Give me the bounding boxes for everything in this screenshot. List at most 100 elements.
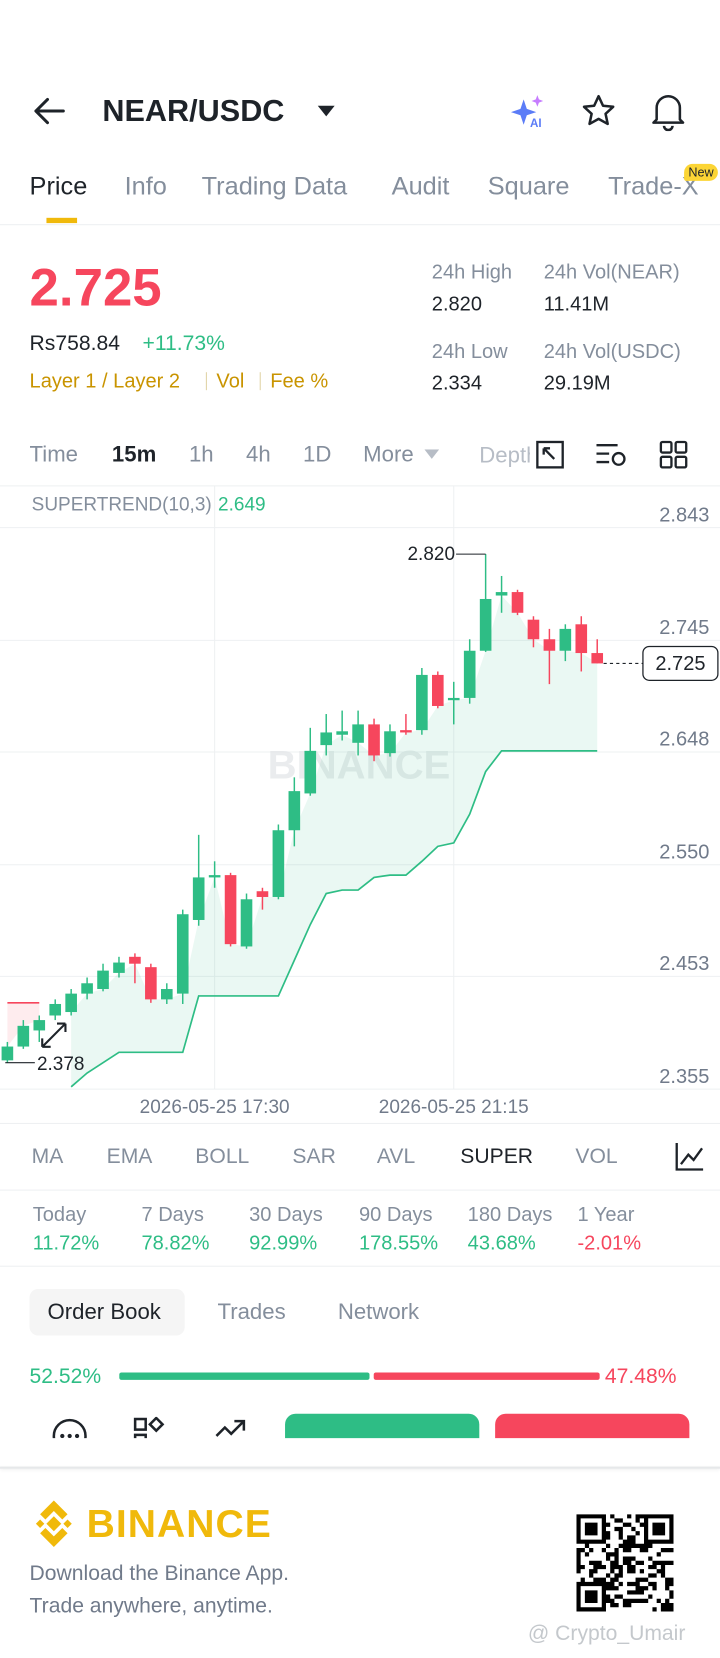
orderbook-tab[interactable]: Trades [217,1300,286,1325]
interval[interactable]: Time [29,442,79,467]
tab[interactable]: Audit [391,172,450,201]
interval[interactable]: More [363,442,414,467]
fiat-price: Rs758.84 [29,332,120,356]
pair-dropdown[interactable] [317,105,336,118]
layout-icon[interactable] [659,440,689,470]
back-button[interactable] [32,95,68,127]
ask-bar [373,1372,600,1380]
indicator-tab[interactable]: MA [31,1145,64,1169]
sell-button[interactable] [495,1413,690,1439]
favorite-button[interactable] [581,93,617,129]
period-change: 178.55% [358,1232,439,1255]
buy-button[interactable] [285,1413,480,1439]
candle-body [129,956,141,964]
share-icon[interactable] [213,1417,247,1438]
grid-icon[interactable] [133,1416,167,1439]
bid-bar [119,1372,370,1380]
last-price-label: 2.725 [655,653,705,675]
period-label: 180 Days [467,1203,553,1227]
qr-code [576,1514,674,1612]
divider [0,485,720,487]
candle-body [432,674,444,706]
candle-body [479,598,492,651]
candle-body [320,732,333,746]
divider [0,224,720,226]
indicator-tab[interactable]: SUPER [460,1145,534,1169]
candle-body [113,962,125,973]
candle-body [272,830,285,897]
tag[interactable]: Fee % [270,370,329,393]
ai-icon[interactable]: AI [509,93,547,131]
candle-body [224,875,237,945]
y-tick-label: 2.745 [659,617,709,639]
candle-body [17,1025,30,1047]
interval[interactable]: 15m [111,442,157,467]
y-tick-label: 2.648 [659,729,709,751]
tab[interactable]: Price [29,172,88,201]
indicator-tab[interactable]: BOLL [195,1145,250,1169]
supertrend-line [70,750,598,1088]
orderbook-tab[interactable]: Network [337,1300,420,1325]
candle-body [336,731,348,735]
period-change: 78.82% [141,1232,210,1255]
active-tab-bg [29,1288,185,1336]
indicator-tab[interactable]: SAR [292,1145,336,1169]
candle-body [400,730,412,733]
candle-body [575,624,588,654]
fullscreen-icon[interactable] [535,440,565,470]
indicator-value: 2.649 [218,494,266,515]
alert-button[interactable] [650,91,686,132]
candle-body [559,628,572,651]
tab-indicator [46,217,78,224]
candle-body [176,914,189,994]
period-label: 7 Days [141,1203,204,1227]
tag[interactable]: Vol [216,370,245,393]
candle-body [591,653,604,664]
tab[interactable]: Square [487,172,570,201]
stat-value: 2.334 [431,372,482,395]
divider [0,1265,720,1267]
interval[interactable]: 1D [302,442,332,467]
pair-title[interactable]: NEAR/USDC [102,94,285,129]
y-tick-label: 2.355 [659,1066,709,1088]
candle-body [495,592,508,596]
x-tick-label: 2026-05-25 17:30 [140,1097,290,1118]
expand-icon [41,1022,67,1048]
y-tick-label: 2.843 [659,504,709,526]
indicator-tab[interactable]: AVL [376,1145,416,1169]
candle-body [416,674,428,731]
last-price-box [642,645,719,681]
indicator-tab[interactable]: EMA [106,1145,153,1169]
tab[interactable]: Trade-X [608,172,699,201]
supertrend-fill [71,595,598,1087]
candle-body [49,1003,62,1016]
settings-icon[interactable] [594,440,628,470]
tab[interactable]: Info [124,172,167,201]
bottom-bar [0,1408,720,1439]
indicator-settings[interactable] [674,1141,706,1173]
candle-body [81,983,93,994]
svg-text:AI: AI [530,117,542,130]
orderbook-tab[interactable]: Order Book [47,1300,161,1325]
candle-body [304,750,317,794]
interval[interactable]: Depth [479,443,530,468]
candle-body [145,967,157,1000]
interval[interactable]: 1h [188,442,214,467]
indicator-label: SUPERTREND(10,3) [32,494,212,515]
indicator-tab[interactable]: VOL [575,1145,618,1169]
candle-body [1,1046,14,1061]
candle-body [447,697,460,701]
brand: BINANCE [86,1502,272,1546]
candle-body [97,970,109,990]
x-tick-label: 2026-05-25 21:15 [379,1097,529,1118]
interval[interactable]: 4h [245,442,271,467]
more-icon[interactable] [51,1417,89,1439]
tag[interactable]: Layer 1 / Layer 2 [29,370,181,393]
candle-body [208,875,221,878]
candle-body [192,877,205,920]
y-tick-label: 2.550 [659,841,709,863]
candle-body [240,899,253,947]
low-marker-label: 2.378 [37,1054,85,1075]
tab[interactable]: Trading Data [201,172,348,201]
period-change: 92.99% [249,1232,318,1255]
